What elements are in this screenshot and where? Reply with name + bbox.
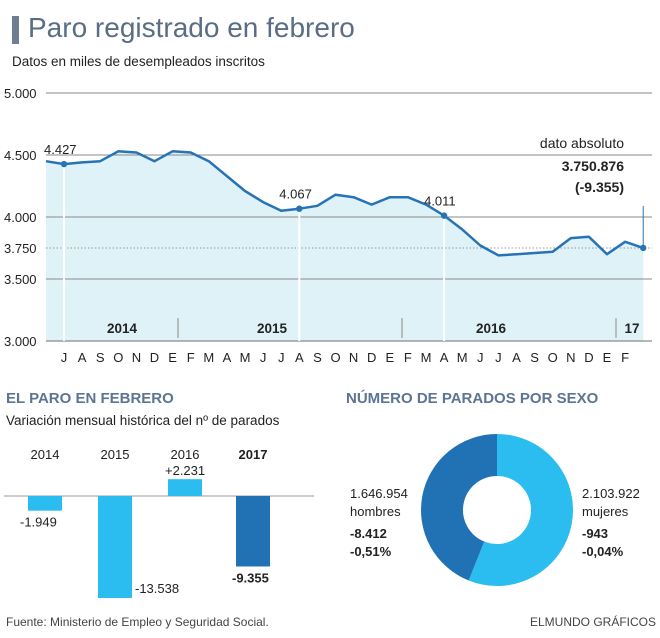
x-month-label: S xyxy=(530,350,539,365)
data-point-marker xyxy=(440,212,448,219)
annotation-label: 4.427 xyxy=(44,142,77,157)
x-month-label: M xyxy=(421,350,432,365)
bar-category-label: 2014 xyxy=(31,447,60,462)
last-point-marker xyxy=(640,244,647,252)
women-pct-label: -0,04% xyxy=(582,544,624,559)
x-month-label: E xyxy=(603,350,612,365)
page-subtitle: Datos en miles de desempleados inscritos xyxy=(12,54,265,69)
men-name-label: hombres xyxy=(350,504,401,519)
bar-value-label: -13.538 xyxy=(135,581,179,596)
bar-value-label: +2.231 xyxy=(165,463,205,478)
data-point-marker xyxy=(296,205,303,212)
x-month-label: N xyxy=(132,350,141,365)
x-month-label: O xyxy=(113,350,123,365)
x-month-label: O xyxy=(548,350,558,365)
x-month-label: J xyxy=(477,350,484,365)
x-month-label: N xyxy=(566,350,575,365)
bar-value-label: -1.949 xyxy=(20,515,57,530)
title-accent-bar xyxy=(12,16,19,44)
area-fill xyxy=(46,151,644,341)
donut-slice-hombres xyxy=(421,434,499,581)
series-line xyxy=(45,150,644,257)
y-tick-label: 4.500 xyxy=(4,148,37,163)
bar xyxy=(236,496,270,567)
x-month-label: A xyxy=(512,350,521,365)
x-month-label: J xyxy=(61,350,68,365)
women-change-label: -943 xyxy=(582,526,608,541)
y-tick-label: 3.750 xyxy=(4,241,37,256)
x-month-label: J xyxy=(278,350,285,365)
bar xyxy=(168,479,202,496)
bar-category-label: 2015 xyxy=(101,447,130,462)
line-area-chart: 5.000 4.500 4.000 3.750 3.500 3.000 4.427 4.067… xyxy=(4,86,652,365)
bar-section-subtitle: Variación mensual histórica del nº de pa… xyxy=(6,413,280,428)
x-month-label: M xyxy=(240,350,251,365)
bar-category-label: 2016 xyxy=(171,447,200,462)
men-change-label: -8.412 xyxy=(350,526,387,541)
annotation-label: 4.067 xyxy=(279,187,312,202)
bar-value-label: -9.355 xyxy=(232,570,269,585)
y-tick-label: 5.000 xyxy=(4,86,37,101)
callout-value: 3.750.876 xyxy=(562,158,624,174)
x-month-label: A xyxy=(78,350,87,365)
x-month-label: F xyxy=(187,350,195,365)
women-name-label: mujeres xyxy=(582,504,629,519)
year-label: 2016 xyxy=(476,321,507,336)
x-month-label: A xyxy=(223,350,232,365)
page-title: Paro registrado en febrero xyxy=(28,12,355,43)
donut-chart: 2.103.922 mujeres -943 -0,04% 1.646.954 hombr… xyxy=(350,434,640,586)
donut-slice-mujeres xyxy=(468,434,573,586)
women-value-label: 2.103.922 xyxy=(582,486,640,501)
x-month-label: F xyxy=(404,350,412,365)
y-tick-label: 3.500 xyxy=(4,272,37,287)
x-month-label: S xyxy=(96,350,105,365)
x-month-label: J xyxy=(260,350,267,365)
donut-section-title: NÚMERO DE PARADOS POR SEXO xyxy=(346,390,599,407)
bar xyxy=(98,496,132,598)
y-tick-label: 3.000 xyxy=(4,334,37,349)
callout-change: (-9.355) xyxy=(575,179,624,195)
x-month-label: A xyxy=(295,350,304,365)
x-month-label: J xyxy=(495,350,502,365)
bar xyxy=(28,496,62,511)
men-pct-label: -0,51% xyxy=(350,544,392,559)
data-point-marker xyxy=(60,160,68,168)
bar-category-label: 2017 xyxy=(239,447,268,462)
x-month-label: N xyxy=(349,350,358,365)
x-month-label: D xyxy=(584,350,593,365)
year-label: 2014 xyxy=(107,321,138,336)
x-month-label: E xyxy=(385,350,394,365)
bar-chart: 2014 -1.949 2015 -13.538 2016+2.231 2017 -9.35… xyxy=(4,447,314,598)
year-label: 17 xyxy=(624,321,639,336)
men-value-label: 1.646.954 xyxy=(350,486,408,501)
x-month-label: O xyxy=(330,350,340,365)
x-month-label: A xyxy=(440,350,449,365)
source-note: Fuente: Ministerio de Empleo y Seguridad… xyxy=(6,615,269,629)
x-month-label: S xyxy=(313,350,322,365)
x-month-label: M xyxy=(203,350,214,365)
annotation-label: 4.011 xyxy=(424,194,456,209)
bar-section-title: EL PARO EN FEBRERO xyxy=(6,390,174,407)
x-month-label: M xyxy=(457,350,468,365)
x-month-label: D xyxy=(367,350,376,365)
year-label: 2015 xyxy=(257,321,288,336)
x-month-label: F xyxy=(621,350,629,365)
x-month-label: D xyxy=(150,350,159,365)
credit-note: ELMUNDO GRÁFICOS xyxy=(529,615,656,629)
callout-title: dato absoluto xyxy=(540,135,624,151)
x-month-label: E xyxy=(168,350,177,365)
y-tick-label: 4.000 xyxy=(4,210,37,225)
